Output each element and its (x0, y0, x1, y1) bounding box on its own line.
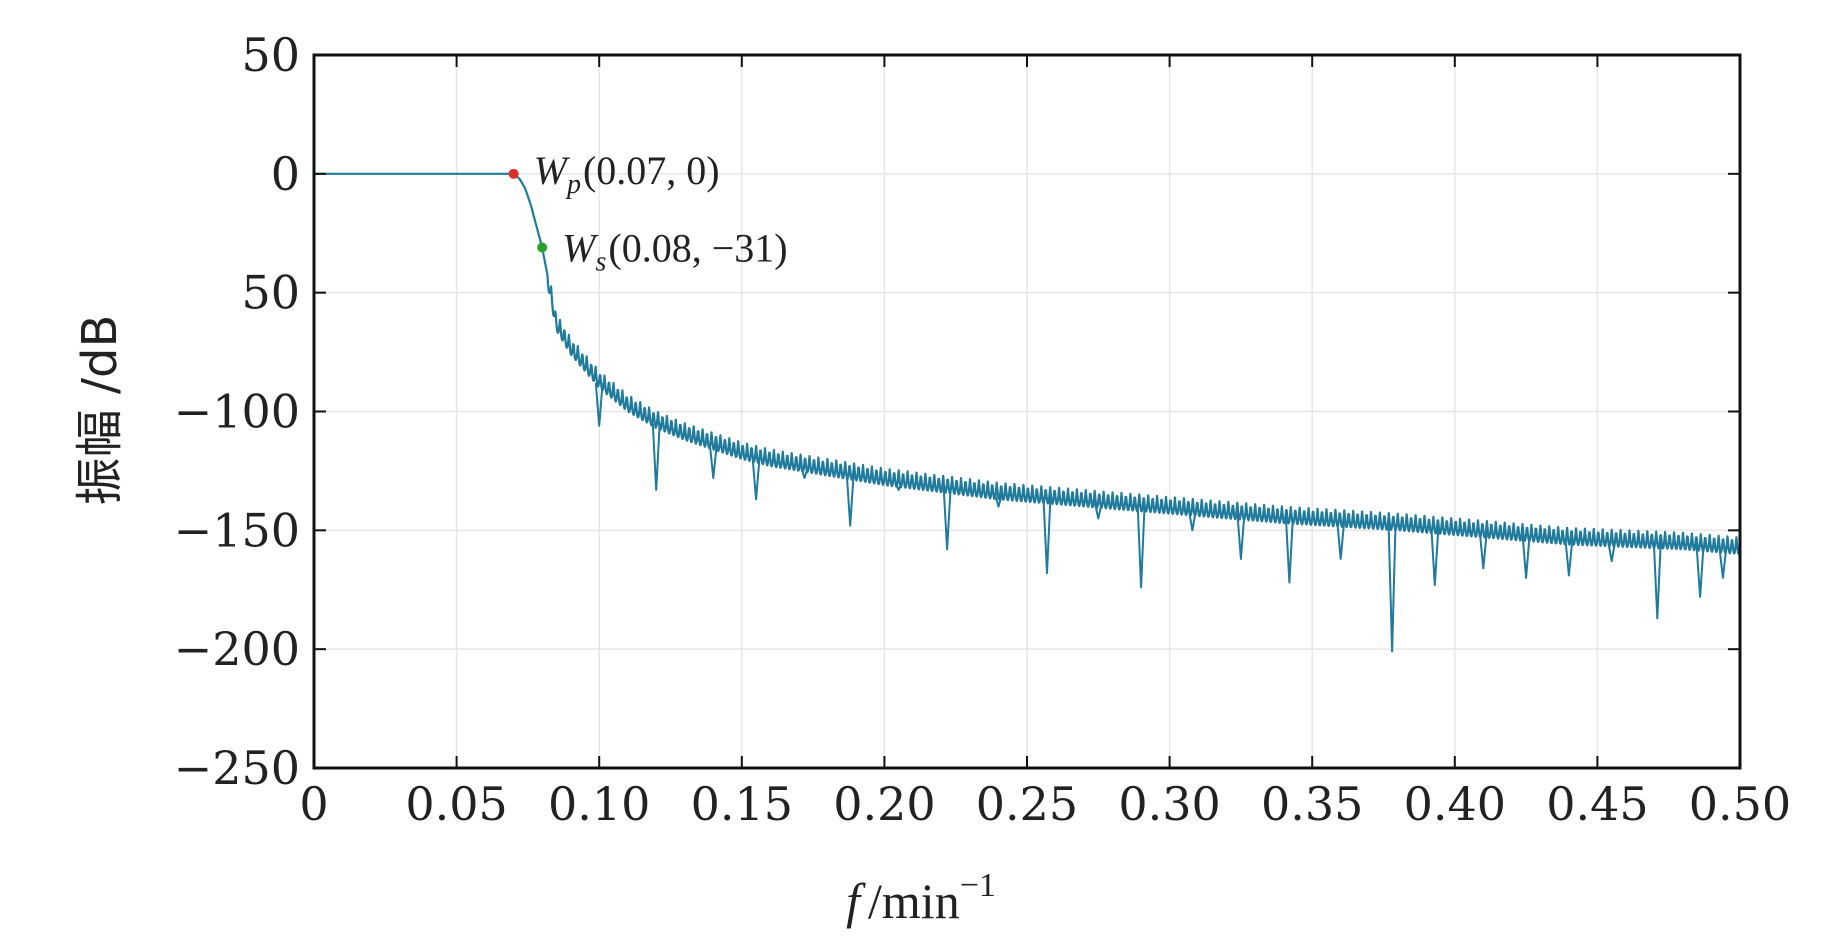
response-dip (1478, 532, 1488, 570)
marker-Ws (537, 242, 548, 253)
response-dip (1236, 514, 1246, 560)
y-tick-label: −250 (174, 741, 300, 795)
response-dip (1387, 525, 1397, 653)
x-tick-label: 0.40 (1404, 777, 1506, 831)
response-dip (1607, 541, 1617, 563)
x-axis-label-unit: /min (868, 873, 960, 929)
x-tick-label: 0.20 (833, 777, 935, 831)
response-dip (1652, 543, 1662, 620)
axis-ticks (313, 54, 1741, 769)
x-axis-label: f/min−1 (846, 867, 996, 929)
marker-Wp (508, 168, 519, 179)
x-tick-label: 0.50 (1689, 777, 1791, 831)
response-dip (894, 481, 904, 491)
response-dip (708, 444, 718, 479)
response-dip (1093, 502, 1103, 520)
response-dip (1188, 510, 1197, 532)
response-dip (751, 457, 761, 501)
response-dip (594, 382, 604, 427)
grid (313, 54, 1741, 769)
response-dip (1521, 536, 1531, 579)
response-dip (1564, 539, 1574, 577)
y-tick-labels: 50 0 50 −100 −150 −200 −250 (174, 28, 300, 795)
y-tick-label: 50 (241, 28, 300, 82)
y-tick-label: −150 (174, 503, 300, 557)
x-tick-label: 0.25 (976, 777, 1078, 831)
response-dip (800, 466, 809, 479)
y-axis-label: 振幅 /dB (72, 315, 128, 506)
response-dip (1042, 498, 1052, 575)
y-tick-label: 0 (271, 147, 300, 201)
response-dip (994, 494, 1003, 508)
response-dip (942, 488, 952, 551)
x-tick-label: 0.05 (405, 777, 507, 831)
y-tick-label: −200 (174, 622, 300, 676)
response-dip (1430, 528, 1440, 586)
x-axis-label-exponent: −1 (960, 867, 996, 904)
x-tick-label: 0.35 (1261, 777, 1363, 831)
x-tick-label: 0.30 (1118, 777, 1220, 831)
x-tick-label: 0.10 (548, 777, 650, 831)
annotation-Wp: Wp(0.07, 0) (534, 148, 720, 200)
annotation-markers: Wp(0.07, 0) Ws(0.08, −31) (508, 148, 788, 278)
x-tick-label: 0.45 (1546, 777, 1648, 831)
response-dips (594, 382, 1728, 653)
annotation-Ws: Ws(0.08, −31) (562, 226, 787, 278)
x-tick-labels: 0 0.05 0.10 0.15 0.20 0.25 0.30 0.35 0.40 0.45 0.5… (299, 777, 1791, 831)
response-dip (651, 423, 661, 491)
response-dip (1285, 518, 1294, 584)
y-tick-label: −100 (174, 385, 300, 439)
response-dip (1136, 506, 1146, 589)
x-tick-label: 0.15 (691, 777, 793, 831)
x-tick-label: 0 (299, 777, 328, 831)
response-dip (845, 474, 855, 527)
response-dip (1718, 547, 1728, 579)
response-dip (1695, 545, 1705, 598)
magnitude-response-line (313, 172, 1742, 555)
x-axis-label-symbol: f (846, 873, 866, 929)
y-tick-label: 50 (241, 266, 300, 320)
response-dip (1336, 521, 1346, 560)
